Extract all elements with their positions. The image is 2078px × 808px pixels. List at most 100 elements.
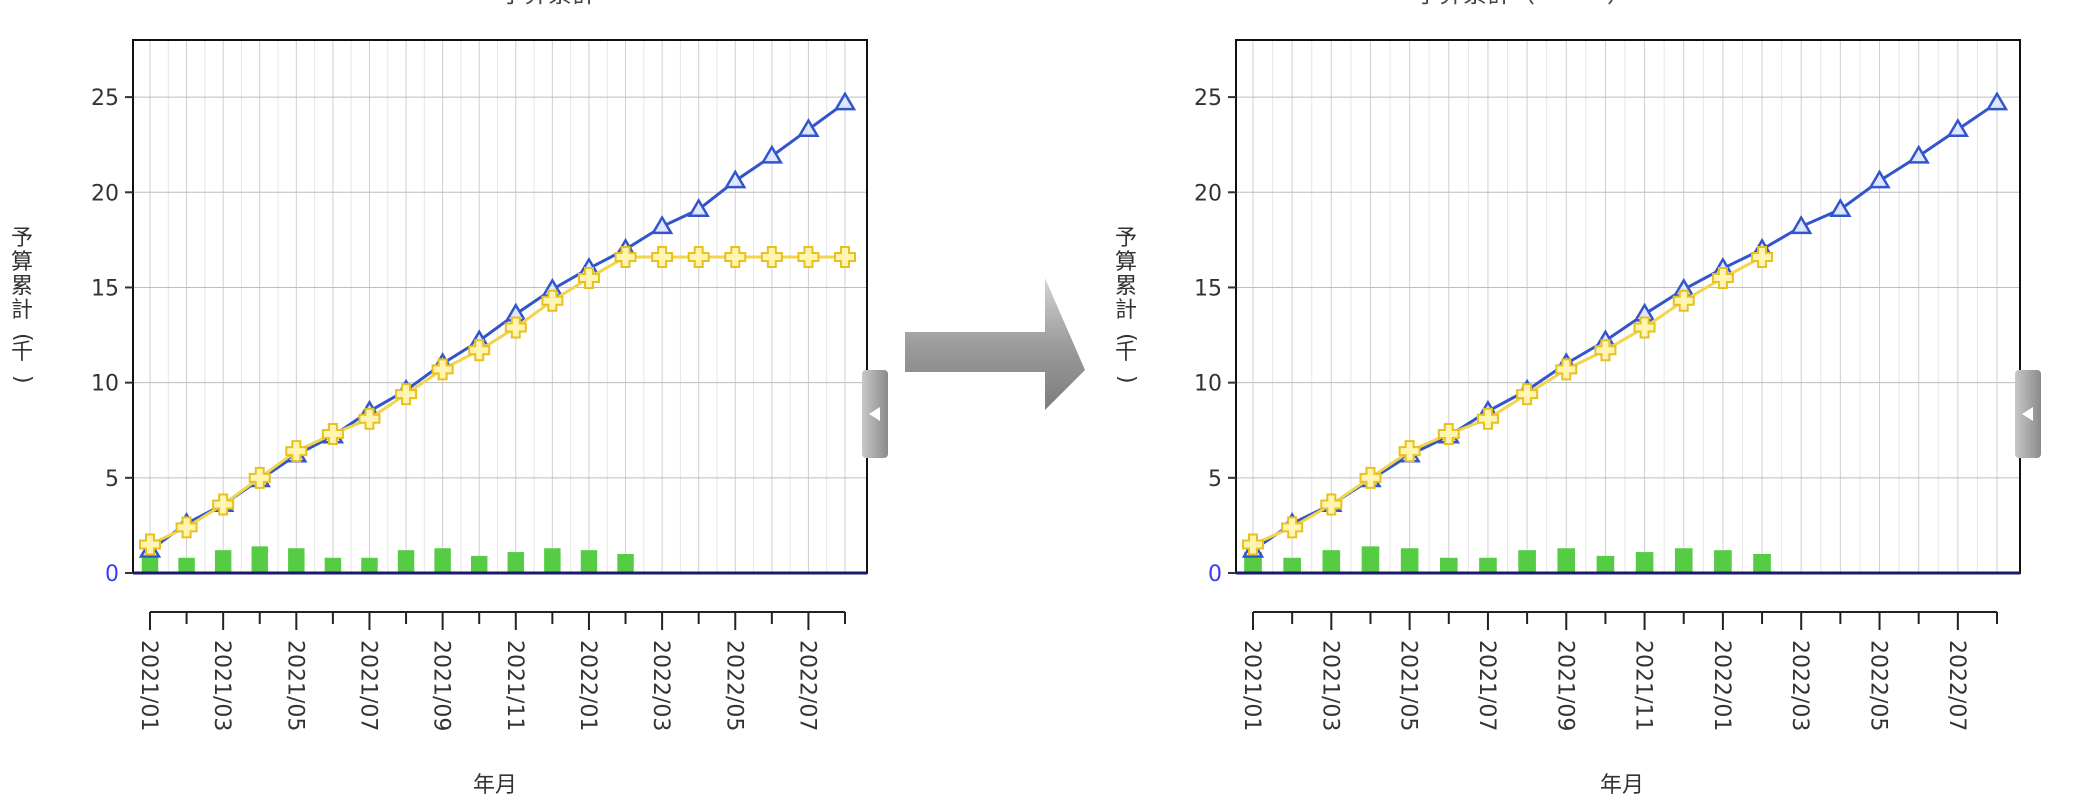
bar bbox=[361, 557, 378, 573]
y-tick-label: 5 bbox=[1208, 467, 1222, 492]
x-tick-label: 2022/07 bbox=[794, 640, 819, 731]
y-tick-label: 15 bbox=[1194, 276, 1222, 301]
y-tick-label: 0 bbox=[1208, 562, 1222, 587]
x-tick-label: 2021/03 bbox=[1317, 640, 1342, 731]
data-point-cross bbox=[175, 516, 198, 539]
bar bbox=[434, 548, 451, 573]
bar bbox=[580, 550, 598, 573]
x-tick-label: 2021/01 bbox=[136, 640, 161, 731]
data-point-cross bbox=[1359, 466, 1382, 489]
y-axis-ticks: 0 5 10 15 20 25 bbox=[1194, 86, 1236, 587]
bar bbox=[1283, 557, 1301, 573]
x-tick-label: 2021/05 bbox=[1396, 640, 1421, 731]
data-point-triangle bbox=[1946, 118, 1970, 138]
y-tick-label: 20 bbox=[91, 181, 119, 206]
data-point-triangle bbox=[1907, 144, 1930, 164]
bar-series bbox=[1244, 546, 1771, 573]
collapse-handle[interactable] bbox=[2015, 370, 2041, 458]
bar bbox=[1674, 548, 1693, 573]
line-series bbox=[138, 91, 857, 558]
x-axis-label: 年月 bbox=[1600, 773, 1644, 798]
triangle-left-icon bbox=[869, 407, 880, 421]
bar bbox=[1322, 550, 1341, 573]
data-point-cross bbox=[577, 266, 600, 289]
bar bbox=[288, 548, 305, 573]
data-point-cross bbox=[504, 316, 527, 339]
bar bbox=[1518, 550, 1536, 573]
data-point-triangle bbox=[1790, 215, 1813, 235]
y-tick-label: 15 bbox=[91, 276, 119, 301]
data-point-cross bbox=[1320, 493, 1343, 516]
y-tick-label: 10 bbox=[1194, 372, 1222, 397]
x-tick-label: 2022/05 bbox=[1866, 640, 1891, 731]
bar bbox=[178, 557, 195, 573]
data-point-cross bbox=[687, 246, 710, 269]
bar bbox=[507, 552, 525, 573]
x-tick-label: 2021/09 bbox=[429, 640, 454, 731]
bar bbox=[251, 546, 268, 573]
data-point-cross bbox=[395, 383, 418, 406]
y-tick-label: 25 bbox=[1194, 86, 1222, 111]
y-tick-label: 25 bbox=[91, 86, 119, 111]
data-point-cross bbox=[248, 466, 271, 489]
y-axis-label-char: ) bbox=[1114, 375, 1139, 384]
bar bbox=[324, 557, 342, 573]
data-point-cross bbox=[760, 246, 783, 269]
data-point-cross bbox=[1437, 423, 1460, 446]
x-axis-ticks: 2021/01 2021/03 2021/05 2021/07 2021/09 2021/… bbox=[1239, 612, 1998, 731]
data-point-cross bbox=[1398, 440, 1421, 463]
y-axis-label-char: 算 bbox=[11, 250, 33, 275]
y-tick-label: 20 bbox=[1194, 181, 1222, 206]
right-arrow-icon bbox=[905, 278, 1085, 410]
bar bbox=[1400, 548, 1419, 573]
data-point-cross bbox=[285, 440, 308, 463]
data-point-cross bbox=[614, 246, 637, 269]
data-point-cross bbox=[1711, 266, 1734, 289]
data-point-triangle bbox=[724, 169, 747, 189]
x-tick-label: 2021/07 bbox=[355, 640, 380, 731]
y-tick-label: 5 bbox=[105, 467, 119, 492]
collapse-handle[interactable] bbox=[862, 370, 888, 458]
data-point-cross bbox=[541, 289, 564, 312]
y-tick-label: 0 bbox=[105, 562, 119, 587]
x-tick-label: 2021/03 bbox=[209, 640, 234, 731]
data-point-triangle bbox=[1868, 169, 1891, 189]
data-point-triangle bbox=[1829, 197, 1852, 217]
y-axis-label-char: 千 bbox=[11, 340, 33, 365]
x-tick-label: 2021/07 bbox=[1474, 640, 1499, 731]
bar bbox=[1557, 548, 1576, 573]
x-tick-label: 2022/03 bbox=[648, 640, 673, 731]
bar bbox=[617, 553, 634, 573]
y-axis-ticks: 0 5 10 15 20 25 bbox=[91, 86, 133, 587]
data-point-cross bbox=[834, 246, 856, 269]
x-axis-label: 年月 bbox=[473, 773, 517, 798]
data-point-cross bbox=[1516, 383, 1539, 406]
data-point-cross bbox=[724, 246, 747, 269]
data-point-cross bbox=[1594, 339, 1617, 362]
data-point-triangle bbox=[650, 215, 674, 235]
grid bbox=[1236, 40, 2020, 573]
y-axis-label-char: 累 bbox=[11, 274, 33, 299]
data-point-triangle bbox=[797, 118, 820, 138]
y-axis-label-char: 予 bbox=[11, 226, 33, 251]
data-point-cross bbox=[358, 407, 381, 430]
data-point-triangle bbox=[760, 144, 784, 164]
x-tick-label: 2022/01 bbox=[1709, 640, 1734, 731]
x-tick-label: 2022/07 bbox=[1944, 640, 1969, 731]
y-axis-label-char: 予 bbox=[1115, 226, 1137, 251]
data-point-cross bbox=[1555, 358, 1578, 381]
data-point-cross bbox=[321, 423, 344, 446]
x-tick-label: 2022/03 bbox=[1787, 640, 1812, 731]
bar bbox=[1596, 555, 1615, 573]
data-point-cross bbox=[468, 339, 491, 362]
data-point-cross bbox=[1751, 246, 1774, 269]
data-point-triangle bbox=[833, 91, 857, 111]
x-axis-ticks: 2021/01 2021/03 2021/05 2021/07 2021/09 2021/… bbox=[136, 612, 846, 731]
data-point-cross bbox=[1242, 533, 1264, 556]
grid bbox=[133, 40, 867, 573]
x-tick-label: 2022/05 bbox=[721, 640, 746, 731]
